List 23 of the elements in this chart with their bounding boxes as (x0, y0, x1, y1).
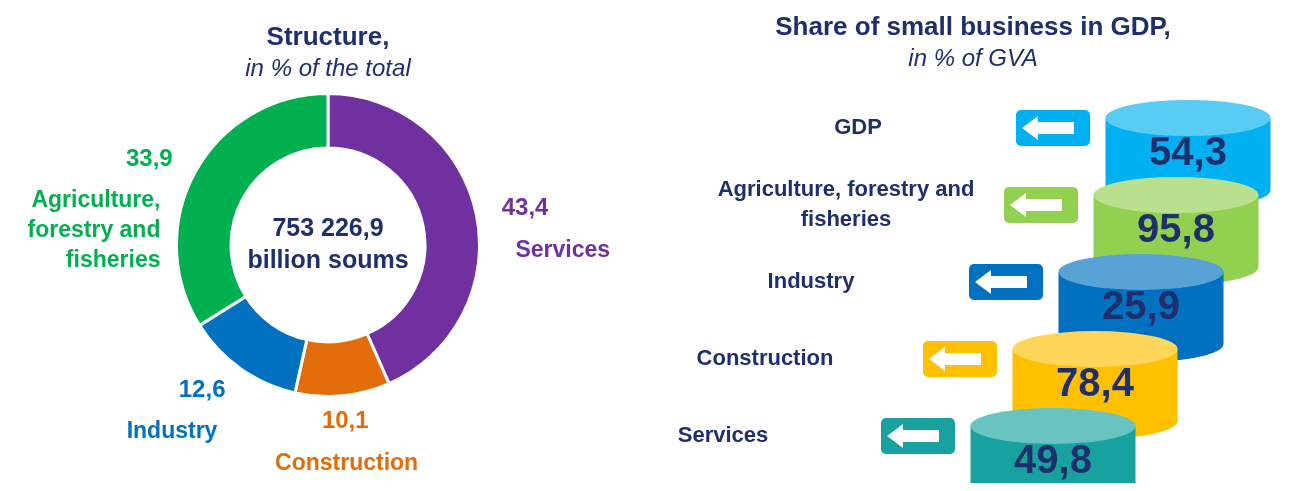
data-label: 10,1 (321, 406, 369, 434)
text: Share of small business in GDP, (775, 10, 1171, 41)
data-label: 54,3 (1149, 129, 1227, 174)
text: in % of GVA (908, 44, 1038, 72)
data-label: 33,9 (126, 143, 173, 171)
category-label: Agriculture, forestry and fisheries (717, 176, 975, 232)
slice-label: Agriculture, forestry and fisheries (27, 186, 161, 273)
chart-title: Structure, (266, 20, 390, 51)
slice-label: Construction (275, 449, 419, 475)
data-label: 78,4 (1056, 360, 1135, 405)
text: 753 226,9 billion soums (247, 212, 409, 273)
data-label: 25,9 (1102, 283, 1180, 328)
slice-label: Services (515, 235, 611, 262)
data-label: 12,6 (178, 374, 226, 402)
category-label: Construction (696, 345, 834, 371)
slice-label: Industry (126, 417, 218, 444)
data-label: 49,8 (1014, 437, 1092, 482)
data-label: 43,4 (501, 193, 550, 221)
chart-subtitle: in % of the total (245, 54, 412, 82)
category-label: Industry (767, 268, 856, 294)
category-label: Services (677, 422, 769, 448)
category-label: GDP (834, 114, 882, 140)
data-label: 95,8 (1137, 206, 1215, 251)
